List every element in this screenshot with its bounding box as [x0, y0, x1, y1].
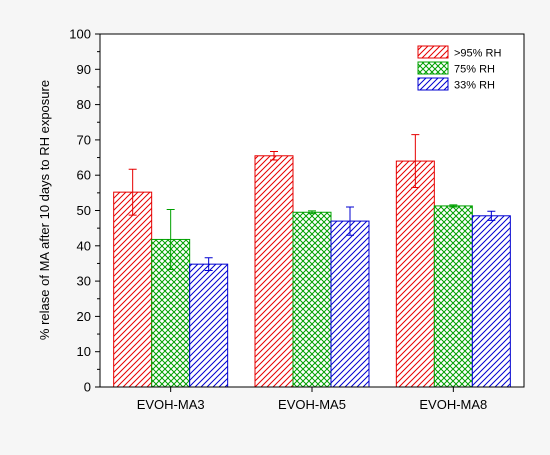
y-tick-label: 70 — [77, 132, 91, 147]
bar-evoh-ma5-series-3 — [330, 220, 370, 388]
y-tick-label: 20 — [77, 309, 91, 324]
bar-evoh-ma5-series-2 — [292, 211, 332, 388]
error-bar-evoh-ma5-series-1 — [270, 151, 278, 161]
legend-label-series-3: 33% RH — [454, 80, 495, 92]
error-bar-evoh-ma5-series-2 — [308, 210, 316, 215]
error-bars-layer — [128, 134, 496, 272]
bar-evoh-ma8-series-3 — [471, 215, 511, 388]
legend-swatch-series-3 — [417, 77, 449, 91]
bar-evoh-ma3-series-3 — [189, 263, 229, 388]
legend-label-series-1: >95% RH — [454, 48, 501, 60]
legend: >95% RH 75% RH 33% RH — [417, 45, 501, 92]
y-tick-label: 50 — [77, 203, 91, 218]
y-tick-label: 40 — [77, 238, 91, 253]
error-bar-evoh-ma3-series-3 — [204, 257, 213, 272]
y-tick-label: 80 — [77, 97, 91, 112]
legend-label-series-2: 75% RH — [454, 64, 495, 76]
y-tick-label: 30 — [77, 274, 91, 289]
error-bar-evoh-ma8-series-2 — [449, 204, 458, 208]
error-bar-evoh-ma8-series-1 — [411, 134, 420, 189]
bar-evoh-ma8-series-2 — [433, 205, 473, 388]
y-tick-label: 90 — [77, 62, 91, 77]
x-axis: EVOH-MA3 EVOH-MA5 EVOH-MA8 — [137, 387, 487, 412]
error-bar-evoh-ma5-series-3 — [346, 206, 354, 236]
bar-evoh-ma8-series-1 — [395, 160, 435, 388]
y-axis: 0 10 20 30 40 50 60 70 80 90 100 — [69, 27, 100, 395]
x-tick-label: EVOH-MA5 — [278, 397, 346, 412]
bar-evoh-ma5-series-1 — [254, 155, 294, 388]
y-tick-label: 60 — [77, 168, 91, 183]
y-tick-label: 0 — [84, 380, 91, 395]
y-tick-label: 10 — [77, 344, 91, 359]
error-bar-evoh-ma3-series-1 — [128, 168, 137, 216]
error-bar-evoh-ma3-series-2 — [166, 208, 175, 270]
x-tick-label: EVOH-MA3 — [137, 397, 205, 412]
y-tick-label: 100 — [69, 27, 91, 42]
x-tick-label: EVOH-MA8 — [419, 397, 487, 412]
bar-evoh-ma3-series-1 — [113, 191, 153, 388]
legend-swatch-series-2 — [417, 61, 449, 75]
error-bar-evoh-ma8-series-3 — [487, 210, 496, 221]
legend-swatch-series-1 — [417, 45, 449, 59]
y-axis-label: % relase of MA after 10 days to RH expos… — [37, 80, 52, 340]
